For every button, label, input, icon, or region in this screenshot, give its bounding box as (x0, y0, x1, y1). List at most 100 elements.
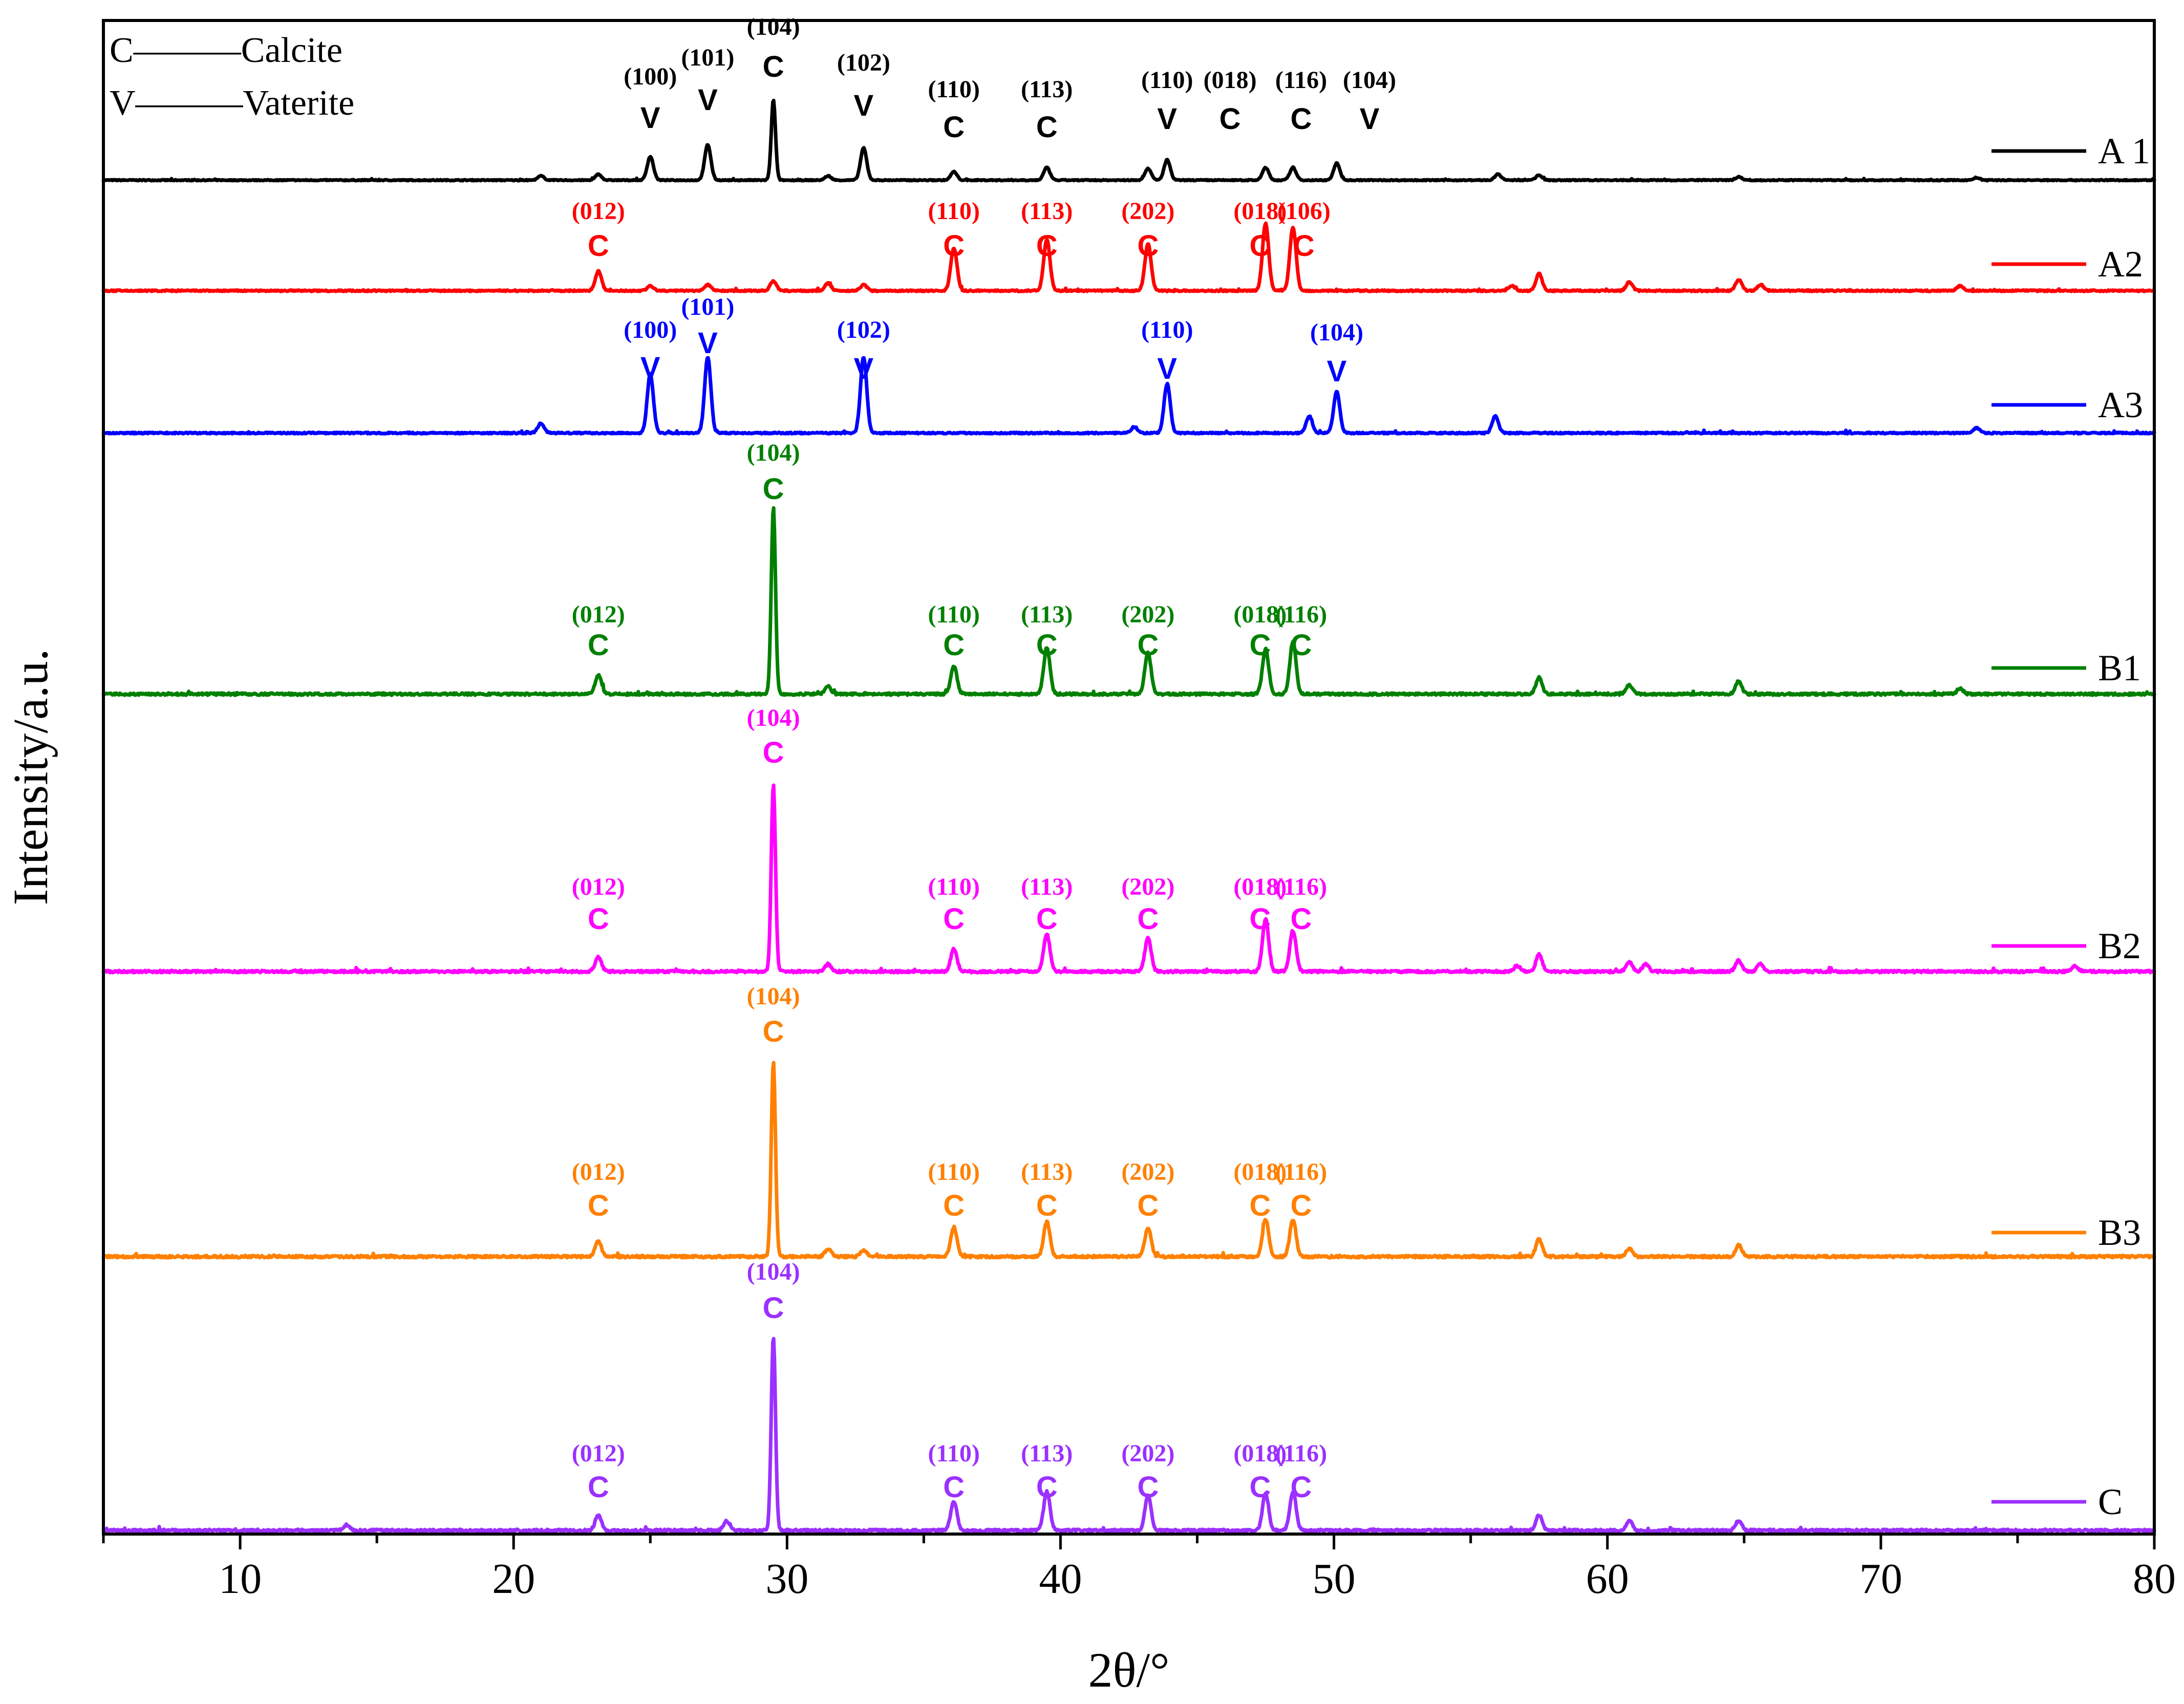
hkl-label: (018) (1233, 601, 1287, 628)
hkl-label: (110) (1141, 67, 1193, 94)
hkl-label: (116) (1275, 1440, 1327, 1467)
hkl-label: (102) (837, 49, 890, 76)
x-tick-label: 30 (765, 1555, 808, 1603)
x-tick-label: 40 (1039, 1555, 1082, 1603)
hkl-label: (012) (572, 198, 625, 225)
legend-label: B1 (2098, 648, 2141, 688)
trace-b3 (101, 1061, 2156, 1260)
phase-letter: C (943, 1189, 965, 1222)
hkl-label: (113) (1021, 76, 1073, 103)
phase-letter: C (1137, 902, 1159, 936)
phase-letter: C (1219, 102, 1241, 136)
phase-letter: C (1249, 629, 1271, 662)
hkl-label: (116) (1275, 1158, 1327, 1185)
phase-letter: V (854, 352, 874, 385)
phase-letter: C (1036, 229, 1058, 263)
hkl-label: (202) (1121, 1440, 1174, 1467)
phase-letter: C (1036, 902, 1058, 936)
legend-label: B2 (2098, 925, 2141, 966)
phase-letter: C (1291, 902, 1312, 936)
phase-letter: C (588, 629, 609, 662)
hkl-label: (104) (747, 1258, 800, 1285)
phase-letter: C (1036, 1189, 1058, 1222)
hkl-label: (202) (1121, 601, 1174, 628)
phase-key-vaterite: V———Vaterite (110, 83, 354, 123)
legend-label: C (2098, 1481, 2123, 1522)
phase-letter: V (698, 327, 718, 360)
hkl-label: (104) (747, 13, 800, 40)
hkl-label: (018) (1233, 873, 1287, 900)
hkl-label: (018) (1233, 198, 1287, 225)
hkl-label: (104) (747, 983, 800, 1010)
phase-letter: C (1291, 629, 1312, 662)
x-axis-title: 2θ/° (1088, 1643, 1169, 1697)
hkl-label: (018) (1233, 1440, 1287, 1467)
phase-letter: C (1137, 1471, 1159, 1504)
phase-letter: V (640, 101, 660, 135)
hkl-label: (113) (1021, 1158, 1073, 1185)
hkl-label: (116) (1275, 601, 1327, 628)
hkl-label: (110) (928, 198, 979, 225)
phase-letter: C (943, 902, 965, 936)
phase-letter: C (763, 1291, 784, 1325)
hkl-label: (113) (1021, 601, 1073, 628)
hkl-label: (202) (1121, 873, 1174, 900)
y-axis-title: Intensity/a.u. (3, 649, 58, 905)
x-tick-label: 50 (1313, 1555, 1356, 1603)
phase-letter: V (854, 89, 874, 122)
phase-letter: V (698, 83, 718, 117)
legend-label: A2 (2098, 244, 2143, 285)
phase-letter: V (640, 351, 660, 384)
phase-letter: C (943, 111, 965, 144)
phase-letter: C (1036, 629, 1058, 662)
phase-letter: C (1291, 1471, 1312, 1504)
phase-letter: C (588, 229, 609, 263)
hkl-label: (101) (681, 44, 734, 71)
hkl-label: (113) (1021, 1440, 1073, 1467)
hkl-label: (113) (1021, 198, 1073, 225)
phase-letter: V (1157, 102, 1177, 136)
legend-label: B3 (2098, 1212, 2141, 1253)
phase-letter: C (1249, 1471, 1271, 1504)
phase-key: C———Calcite V———Vaterite (110, 31, 354, 123)
phase-letter: C (763, 1015, 784, 1048)
legend-label: A 1 (2098, 131, 2150, 171)
phase-letter: C (588, 1471, 609, 1504)
x-tick-label: 60 (1586, 1555, 1629, 1603)
hkl-label: (100) (624, 63, 677, 90)
phase-letter: V (1360, 102, 1380, 136)
x-tick-label: 70 (1859, 1555, 1902, 1603)
hkl-label: (101) (681, 293, 734, 320)
hkl-label: (110) (928, 1158, 979, 1185)
plot-frame (102, 19, 2156, 1536)
hkl-label: (110) (928, 873, 979, 900)
hkl-label: (018) (1204, 67, 1257, 94)
phase-letter: C (1036, 111, 1058, 144)
hkl-label: (012) (572, 1440, 625, 1467)
phase-letter: C (1291, 102, 1312, 136)
x-tick-label: 80 (2133, 1555, 2176, 1603)
legend-label: A3 (2098, 384, 2143, 425)
hkl-label: (110) (1141, 316, 1193, 343)
phase-letter: C (943, 1471, 965, 1504)
phase-letter: C (763, 736, 784, 769)
phase-letter: C (1249, 1189, 1271, 1222)
hkl-label: (104) (747, 704, 800, 731)
phase-letter: C (943, 629, 965, 662)
phase-key-calcite: C———Calcite (110, 31, 342, 70)
x-tick-label: 20 (492, 1555, 535, 1603)
phase-letter: C (588, 902, 609, 936)
plot-traces (101, 98, 2156, 1534)
hkl-label: (018) (1233, 1158, 1287, 1185)
phase-letter: C (1291, 1189, 1312, 1222)
phase-letter: C (1137, 1189, 1159, 1222)
trace-b2 (101, 783, 2156, 975)
hkl-label: (012) (572, 873, 625, 900)
phase-letter: C (1137, 629, 1159, 662)
trace-a1 (101, 98, 2156, 183)
phase-letter: V (1157, 352, 1177, 385)
x-axis: 10 20 30 40 50 60 70 80 (102, 1534, 2176, 1603)
trace-a3 (101, 356, 2156, 436)
